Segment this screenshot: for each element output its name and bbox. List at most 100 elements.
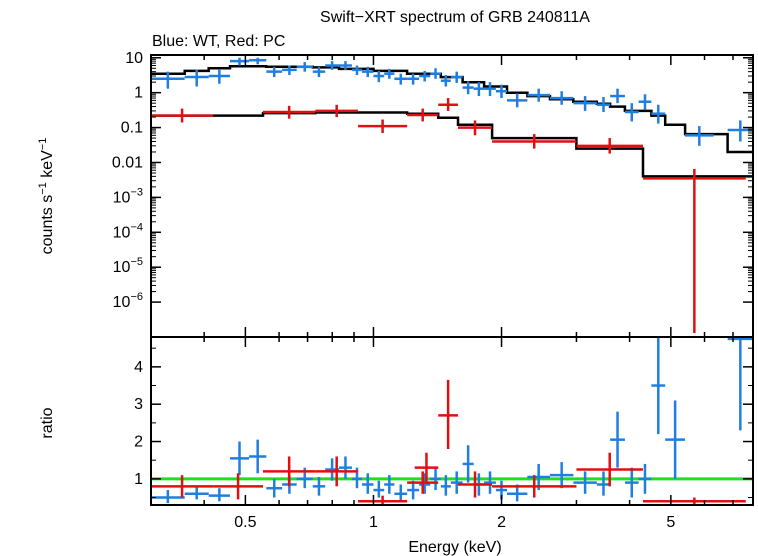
ratio-point-0-3: [229, 441, 250, 476]
ratio-point-1-5: [407, 471, 439, 494]
ratio-point-1-3: [315, 456, 359, 487]
ratio-point-0-4: [249, 439, 267, 474]
ratio-point-0-34: [665, 400, 686, 479]
spectrum-point-1-6: [457, 120, 493, 136]
y-tick-top-5: [151, 198, 753, 234]
y-axis-label-bottom: ratio: [39, 407, 56, 438]
spectrum-point-0-13: [373, 70, 385, 83]
ratio-point-1-10: [576, 452, 643, 487]
spectrum-point-0-28: [573, 96, 597, 111]
ratio-point-0-8: [312, 477, 326, 496]
ratio-point-1-2: [262, 456, 316, 487]
spectrum-point-0-34: [685, 126, 714, 146]
ratio-point-0-28: [573, 471, 597, 494]
x-tick-label-1: 1: [369, 514, 378, 531]
spectrum-point-0-15: [394, 73, 408, 85]
ratio-point-1-8: [457, 471, 493, 498]
ratio-point-1-11: [642, 497, 746, 505]
x-axis-label: Energy (keV): [408, 539, 501, 556]
spectrum-point-0-11: [351, 65, 363, 76]
x-tick-label-2: 2: [497, 514, 506, 531]
spectrum-point-0-23: [484, 82, 496, 97]
ratio-point-0-20: [450, 471, 463, 494]
ratio-panel-data: [151, 337, 753, 505]
spectrum-point-1-8: [576, 138, 643, 154]
ratio-point-1-6: [414, 452, 439, 483]
y-axis-label-top: counts s−1 keV−1: [37, 138, 56, 255]
y-tick-label-top-2: 0.1: [121, 120, 143, 137]
spectrum-point-0-14: [384, 68, 395, 79]
spectrum-point-0-3: [229, 57, 250, 66]
spectrum-panel-frame: [150, 54, 754, 338]
ratio-point-0-21: [462, 445, 474, 483]
y-tick-top-7: [151, 268, 753, 303]
ratio-point-0-1: [184, 486, 209, 500]
y-tick-label-top-6: 10−5: [113, 256, 143, 276]
ratio-point-0-14: [384, 475, 395, 494]
ratio-point-0-10: [339, 456, 352, 479]
ratio-point-1-1: [213, 473, 263, 500]
spectrum-point-1-3: [358, 119, 408, 133]
ratio-point-0-30: [610, 411, 625, 468]
ratio-point-0-18: [430, 467, 441, 491]
y-tick-label-bottom-2: 3: [134, 396, 143, 413]
spectrum-point-0-7: [296, 62, 313, 72]
ratio-point-0-32: [638, 463, 652, 494]
ratio-panel-frame: [150, 336, 754, 506]
ratio-point-0-29: [596, 471, 611, 496]
tick-labels: 0.5 1 2 5 10 1 0.1 0.01 10−3 10−4 10−5 10−6 1 2 3 4: [112, 50, 676, 531]
spectrum-panel-data: [151, 57, 753, 334]
ratio-point-0-23: [484, 471, 496, 494]
spectrum-point-0-29: [596, 97, 611, 112]
y-tick-top-2: [151, 93, 753, 129]
spectrum-point-1-5: [438, 98, 458, 111]
ratio-point-0-0: [151, 490, 185, 504]
spectrum-point-0-6: [282, 65, 297, 76]
spectrum-point-0-12: [362, 66, 374, 78]
spectrum-point-0-8: [312, 66, 326, 78]
spectrum-point-0-0: [151, 71, 185, 89]
spectrum-point-0-1: [184, 69, 209, 87]
ratio-point-0-31: [624, 467, 639, 498]
spectrum-point-0-4: [249, 57, 267, 65]
spectrum-point-1-0: [151, 108, 214, 123]
spectrum-point-0-5: [266, 66, 283, 78]
spectrum-point-0-24: [495, 84, 507, 99]
spectrum-point-0-21: [462, 81, 474, 95]
y-tick-label-top-3: 0.01: [112, 154, 143, 171]
ratio-point-0-27: [550, 462, 574, 489]
spectrum-point-0-17: [419, 70, 431, 82]
ratio-point-0-33: [651, 337, 666, 435]
spectrum-point-0-27: [550, 91, 574, 105]
y-tick-top-6: [151, 233, 753, 268]
y-tick-label-top-7: 10−6: [113, 291, 143, 311]
ratio-point-1-4: [358, 495, 408, 505]
model-step-line-0: [151, 65, 753, 154]
spectrum-point-1-2: [315, 104, 359, 118]
ratio-point-1-7: [438, 379, 458, 449]
spectrum-point-0-19: [440, 75, 451, 87]
spectrum-point-1-1: [262, 105, 316, 119]
model-step-line-1: [151, 111, 753, 178]
spectrum-point-0-20: [450, 71, 463, 83]
spectrum-point-1-9: [642, 169, 746, 334]
y-tick-label-top-1: 1: [134, 85, 143, 102]
spectrum-point-0-30: [610, 88, 625, 104]
spectrum-point-0-26: [527, 88, 551, 102]
ratio-point-0-5: [266, 478, 283, 498]
chart-subtitle: Blue: WT, Red: PC: [152, 33, 285, 50]
y-tick-label-top-0: 10: [125, 50, 143, 67]
y-tick-label-bottom-1: 2: [134, 434, 143, 451]
spectrum-point-0-2: [208, 69, 230, 84]
spectrum-point-0-32: [638, 94, 652, 110]
spectrum-point-0-31: [624, 103, 639, 122]
ratio-point-0-19: [440, 475, 451, 496]
y-tick-label-top-4: 10−3: [113, 186, 143, 206]
y-tick-label-bottom-0: 1: [134, 471, 143, 488]
spectrum-point-0-33: [651, 104, 666, 124]
ratio-point-0-13: [373, 480, 385, 498]
axis-ticks: [151, 55, 753, 505]
ratio-point-0-35: [727, 337, 753, 431]
spectrum-point-1-7: [492, 134, 577, 149]
